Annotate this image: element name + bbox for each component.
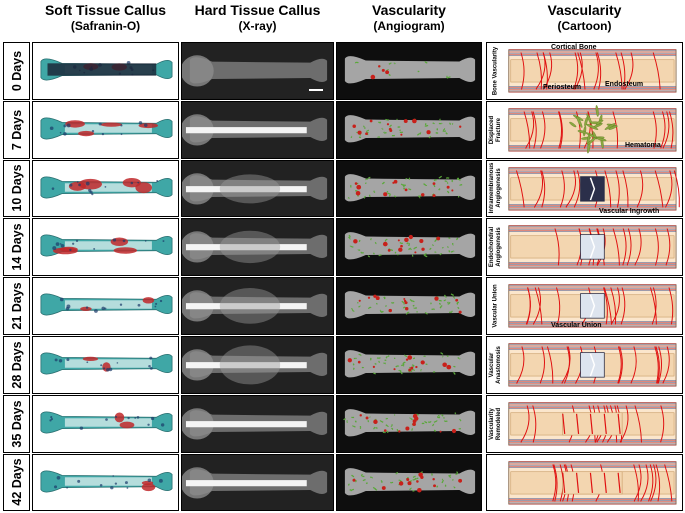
row-label: 7 Days (3, 100, 30, 159)
cartoon-panel: Intramembranous Angiogenesis Vascular Ing… (486, 159, 683, 218)
header-angiogram: Vascularity (Angiogram) (336, 2, 482, 40)
header-title: Hard Tissue Callus (194, 2, 321, 18)
xray-panel (181, 394, 334, 453)
angiogram-panel (336, 100, 482, 159)
stage-label-text: Bone Vascularity (492, 46, 498, 96)
row-label: 0 Days (3, 42, 30, 100)
safranin-panel (32, 100, 179, 159)
cartoon-panel: Bone Vascularity Cortical Bone Periosteum E… (486, 42, 683, 100)
header-subtitle: (Cartoon) (557, 19, 612, 33)
safranin-panel (32, 159, 179, 218)
stage-label: Vascularity Remodeled (487, 396, 504, 452)
stage-label-text: Vascular Anastomosis (488, 346, 502, 384)
stage-label-text: Vascularity Remodeled (488, 407, 502, 440)
xray-panel (181, 218, 334, 277)
cartoon-panel: Endochondral Angiogenesis (486, 218, 683, 277)
annotation-cortical-bone: Cortical Bone (551, 44, 597, 51)
row-label: 10 Days (3, 159, 30, 218)
header-safranin: Soft Tissue Callus (Safranin-O) (32, 2, 179, 40)
xray-panel (181, 42, 334, 100)
xray-panel (181, 277, 334, 335)
stage-label-text: Displaced Fracture (488, 115, 502, 144)
row-label-text: 21 Days (9, 282, 24, 330)
annotation-vascular-union: Vascular Union (551, 321, 602, 329)
xray-panel (181, 159, 334, 218)
angiogram-panel (336, 336, 482, 394)
header-subtitle: (Safranin-O) (70, 19, 141, 33)
stage-label (487, 455, 504, 511)
header-subtitle: (X-ray) (238, 19, 277, 33)
stage-label-text: Intramembranous Angiogenesis (488, 163, 502, 214)
scale-bar (309, 88, 323, 91)
row-label: 35 Days (3, 394, 30, 453)
row-label: 21 Days (3, 277, 30, 335)
header-cartoon: Vascularity (Cartoon) (486, 2, 683, 40)
safranin-panel (32, 218, 179, 277)
cartoon-panel: Vascular Union Vascular Union (486, 277, 683, 335)
cartoon-panel: Vascularity Remodeled (486, 394, 683, 453)
header-title: Soft Tissue Callus (44, 2, 167, 18)
row-label-text: 14 Days (9, 223, 24, 271)
stage-label: Bone Vascularity (487, 43, 504, 99)
safranin-panel (32, 277, 179, 335)
angiogram-panel (336, 218, 482, 277)
stage-label: Vascular Union (487, 278, 504, 334)
stage-label: Vascular Anastomosis (487, 337, 504, 393)
safranin-panel (32, 42, 179, 100)
stage-label-text: Endochondral Angiogenesis (488, 227, 502, 268)
cartoon-panel (486, 453, 683, 512)
xray-panel (181, 453, 334, 512)
angiogram-panel (336, 394, 482, 453)
xray-panel (181, 100, 334, 159)
angiogram-panel (336, 453, 482, 512)
row-label-text: 42 Days (9, 458, 24, 507)
safranin-panel (32, 453, 179, 512)
stage-label: Endochondral Angiogenesis (487, 219, 504, 275)
row-label: 14 Days (3, 218, 30, 277)
safranin-panel (32, 394, 179, 453)
annotation-hematoma: Hematoma (625, 141, 661, 149)
row-label-text: 35 Days (9, 400, 24, 448)
annotation-endosteum: Endosteum (605, 80, 644, 88)
annotation-vascular-ingrowth: Vascular Ingrowth (599, 208, 660, 216)
header-title: Vascularity (372, 2, 446, 18)
cartoon-panel: Displaced Fracture Hematoma (486, 100, 683, 159)
header-xray: Hard Tissue Callus (X-ray) (181, 2, 334, 40)
row-label-text: 0 Days (9, 50, 24, 92)
row-label-text: 10 Days (9, 164, 24, 213)
cartoon-panel: Vascular Anastomosis (486, 336, 683, 394)
angiogram-panel (336, 159, 482, 218)
row-label: 42 Days (3, 453, 30, 512)
row-label-text: 28 Days (9, 341, 24, 389)
safranin-panel (32, 336, 179, 394)
row-label-text: 7 Days (9, 109, 24, 150)
header-title: Vascularity (547, 2, 622, 18)
angiogram-panel (336, 277, 482, 335)
header-subtitle: (Angiogram) (373, 19, 445, 33)
stage-label-text: Vascular Union (492, 284, 498, 328)
annotation-periosteum: Periosteum (543, 83, 582, 91)
stage-label: Displaced Fracture (487, 102, 504, 158)
row-label: 28 Days (3, 336, 30, 394)
stage-label: Intramembranous Angiogenesis (487, 161, 504, 217)
xray-panel (181, 336, 334, 394)
angiogram-panel (336, 42, 482, 100)
